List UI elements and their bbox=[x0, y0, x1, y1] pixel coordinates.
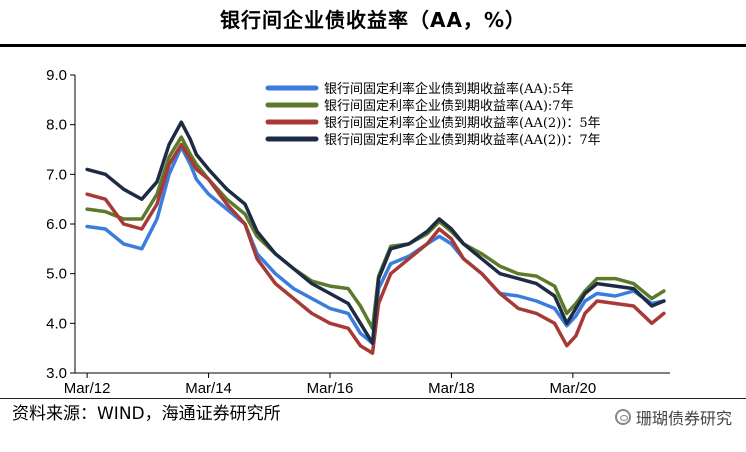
y-tick-label: 3.0 bbox=[46, 365, 67, 382]
legend-label-1: 银行间固定利率企业债到期收益率(AA):5年 bbox=[324, 81, 574, 97]
wechat-icon bbox=[614, 409, 631, 425]
y-tick-label: 5.0 bbox=[46, 266, 67, 283]
title-divider bbox=[0, 44, 746, 47]
legend-label-2: 银行间固定利率企业债到期收益率(AA):7年 bbox=[324, 98, 574, 114]
yield-line-chart: 3.0 4.0 5.0 6.0 7.0 8.0 9.0 Mar/12 Mar/14 Mar/16 M… bbox=[46, 67, 670, 397]
legend-label-3: 银行间固定利率企业债到期收益率(AA(2))：5年 bbox=[324, 115, 601, 131]
source-note: 资料来源：WIND，海通证券研究所 bbox=[12, 404, 281, 424]
y-tick-label: 8.0 bbox=[46, 117, 67, 134]
series-line-4 bbox=[85, 120, 666, 345]
series-layer bbox=[85, 120, 666, 355]
watermark-text: 珊瑚债券研究 bbox=[635, 409, 732, 428]
x-tick-label: Mar/14 bbox=[185, 380, 232, 397]
chart-title: 银行间企业债收益率（AA，%） bbox=[220, 8, 526, 32]
legend: 银行间固定利率企业债到期收益率(AA):5年银行间固定利率企业债到期收益率(AA… bbox=[265, 81, 601, 148]
y-tick-label: 4.0 bbox=[46, 315, 67, 332]
x-tick-label: Mar/20 bbox=[550, 380, 597, 397]
chart-header: 银行间企业债收益率（AA，%） bbox=[0, 0, 746, 47]
axes-layer: 3.0 4.0 5.0 6.0 7.0 8.0 9.0 Mar/12 Mar/14 Mar/16 M… bbox=[46, 67, 670, 397]
y-tick-label: 9.0 bbox=[46, 67, 67, 84]
x-tick-label: Mar/12 bbox=[64, 380, 111, 397]
watermark: 珊瑚债券研究 bbox=[614, 405, 732, 429]
y-tick-label: 7.0 bbox=[46, 166, 67, 183]
footer-divider bbox=[0, 398, 746, 399]
legend-label-4: 银行间固定利率企业债到期收益率(AA(2))：7年 bbox=[324, 132, 601, 148]
y-tick-label: 6.0 bbox=[46, 216, 67, 233]
x-tick-label: Mar/18 bbox=[428, 380, 475, 397]
x-tick-label: Mar/16 bbox=[307, 380, 354, 397]
